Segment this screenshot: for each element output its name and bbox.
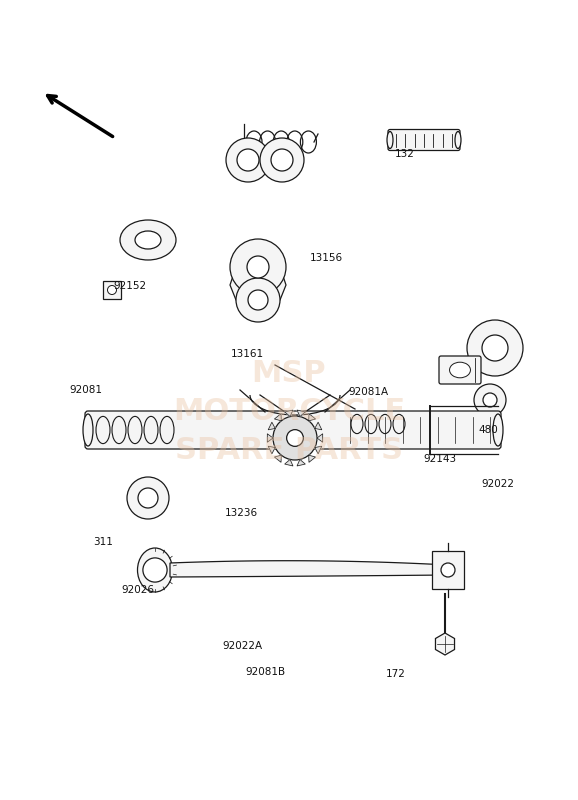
Circle shape xyxy=(248,290,268,310)
Text: 92081A: 92081A xyxy=(349,387,389,397)
Polygon shape xyxy=(285,459,293,466)
Polygon shape xyxy=(230,267,286,300)
Polygon shape xyxy=(317,434,323,442)
Circle shape xyxy=(247,256,269,278)
Circle shape xyxy=(482,335,508,361)
Ellipse shape xyxy=(387,131,393,149)
Text: 92026: 92026 xyxy=(121,586,154,595)
Circle shape xyxy=(138,488,158,508)
Polygon shape xyxy=(297,459,305,466)
Circle shape xyxy=(236,278,280,322)
Circle shape xyxy=(230,239,286,295)
Text: 92143: 92143 xyxy=(424,454,457,464)
Bar xyxy=(103,281,121,299)
Ellipse shape xyxy=(450,362,470,378)
Text: 92152: 92152 xyxy=(113,282,147,291)
Polygon shape xyxy=(435,633,454,655)
Circle shape xyxy=(108,286,117,294)
Circle shape xyxy=(226,138,270,182)
Text: MSP
MOTORCYCLE
SPARE PARTS: MSP MOTORCYCLE SPARE PARTS xyxy=(173,359,405,465)
Text: 13161: 13161 xyxy=(231,350,264,359)
Ellipse shape xyxy=(120,220,176,260)
Polygon shape xyxy=(315,446,322,454)
Circle shape xyxy=(441,563,455,577)
Circle shape xyxy=(271,149,293,171)
Text: 92081B: 92081B xyxy=(246,667,286,677)
Text: 480: 480 xyxy=(479,425,498,434)
Text: 13236: 13236 xyxy=(225,508,258,518)
Circle shape xyxy=(467,320,523,376)
Circle shape xyxy=(483,393,497,407)
Text: 92022A: 92022A xyxy=(223,642,263,651)
Ellipse shape xyxy=(138,548,172,592)
Polygon shape xyxy=(268,422,275,430)
Polygon shape xyxy=(285,410,293,417)
Text: 13156: 13156 xyxy=(310,253,343,262)
Circle shape xyxy=(127,477,169,519)
Ellipse shape xyxy=(455,131,461,149)
Polygon shape xyxy=(315,422,322,430)
Polygon shape xyxy=(275,414,281,421)
Polygon shape xyxy=(309,455,316,462)
Ellipse shape xyxy=(135,231,161,249)
Ellipse shape xyxy=(83,414,93,446)
Circle shape xyxy=(287,430,303,446)
Bar xyxy=(432,551,464,589)
FancyBboxPatch shape xyxy=(439,356,481,384)
Circle shape xyxy=(273,416,317,460)
Ellipse shape xyxy=(493,414,503,446)
Circle shape xyxy=(237,149,259,171)
FancyBboxPatch shape xyxy=(85,411,501,449)
Text: 92022: 92022 xyxy=(481,479,515,489)
FancyBboxPatch shape xyxy=(388,130,460,150)
Polygon shape xyxy=(267,434,273,442)
Circle shape xyxy=(143,558,167,582)
Text: 311: 311 xyxy=(93,538,113,547)
Polygon shape xyxy=(297,410,305,417)
Text: 172: 172 xyxy=(386,670,406,679)
Polygon shape xyxy=(268,446,275,454)
Circle shape xyxy=(474,384,506,416)
Text: 92081: 92081 xyxy=(69,385,102,394)
Circle shape xyxy=(260,138,304,182)
Text: 132: 132 xyxy=(395,149,414,158)
Polygon shape xyxy=(170,561,448,577)
Polygon shape xyxy=(309,414,316,421)
Polygon shape xyxy=(275,455,281,462)
